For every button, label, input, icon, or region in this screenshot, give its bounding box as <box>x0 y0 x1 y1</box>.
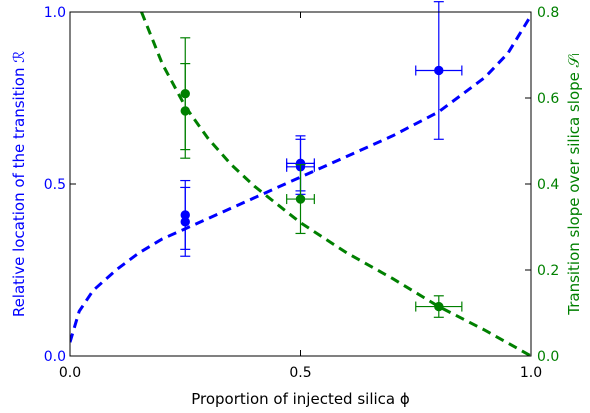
left-y-tick-label: 0.5 <box>44 177 66 193</box>
marker <box>180 217 190 227</box>
fit-curve-right <box>140 12 531 356</box>
left-y-tick-label: 1.0 <box>44 5 66 21</box>
marker <box>180 106 190 116</box>
marker <box>295 194 306 204</box>
x-tick-label: 0.5 <box>289 365 311 381</box>
marker <box>434 65 444 76</box>
right-y-tick-label: 0.6 <box>537 91 559 107</box>
data-point-right-1 <box>180 62 191 159</box>
marker <box>434 301 444 312</box>
x-axis-label: Proportion of injected silica ϕ <box>191 390 410 408</box>
left-y-tick-label: 0.0 <box>44 349 66 365</box>
right-y-tick-label: 0.0 <box>537 349 559 365</box>
data-point-right-2 <box>286 164 315 235</box>
left-y-axis-label: Relative location of the transition ℛ <box>10 51 28 317</box>
x-tick-label: 0.0 <box>59 365 81 381</box>
right-y-tick-label: 0.4 <box>537 177 559 193</box>
right-y-axis-label: Transition slope over silica slope 𝒮ₗ <box>565 53 583 316</box>
data-point-left-1 <box>180 186 191 257</box>
data-point-right-3 <box>415 295 463 318</box>
data-point-left-4 <box>415 1 463 140</box>
right-y-tick-label: 0.2 <box>537 263 559 279</box>
x-tick-label: 1.0 <box>520 365 542 381</box>
right-y-tick-label: 0.8 <box>537 5 559 21</box>
